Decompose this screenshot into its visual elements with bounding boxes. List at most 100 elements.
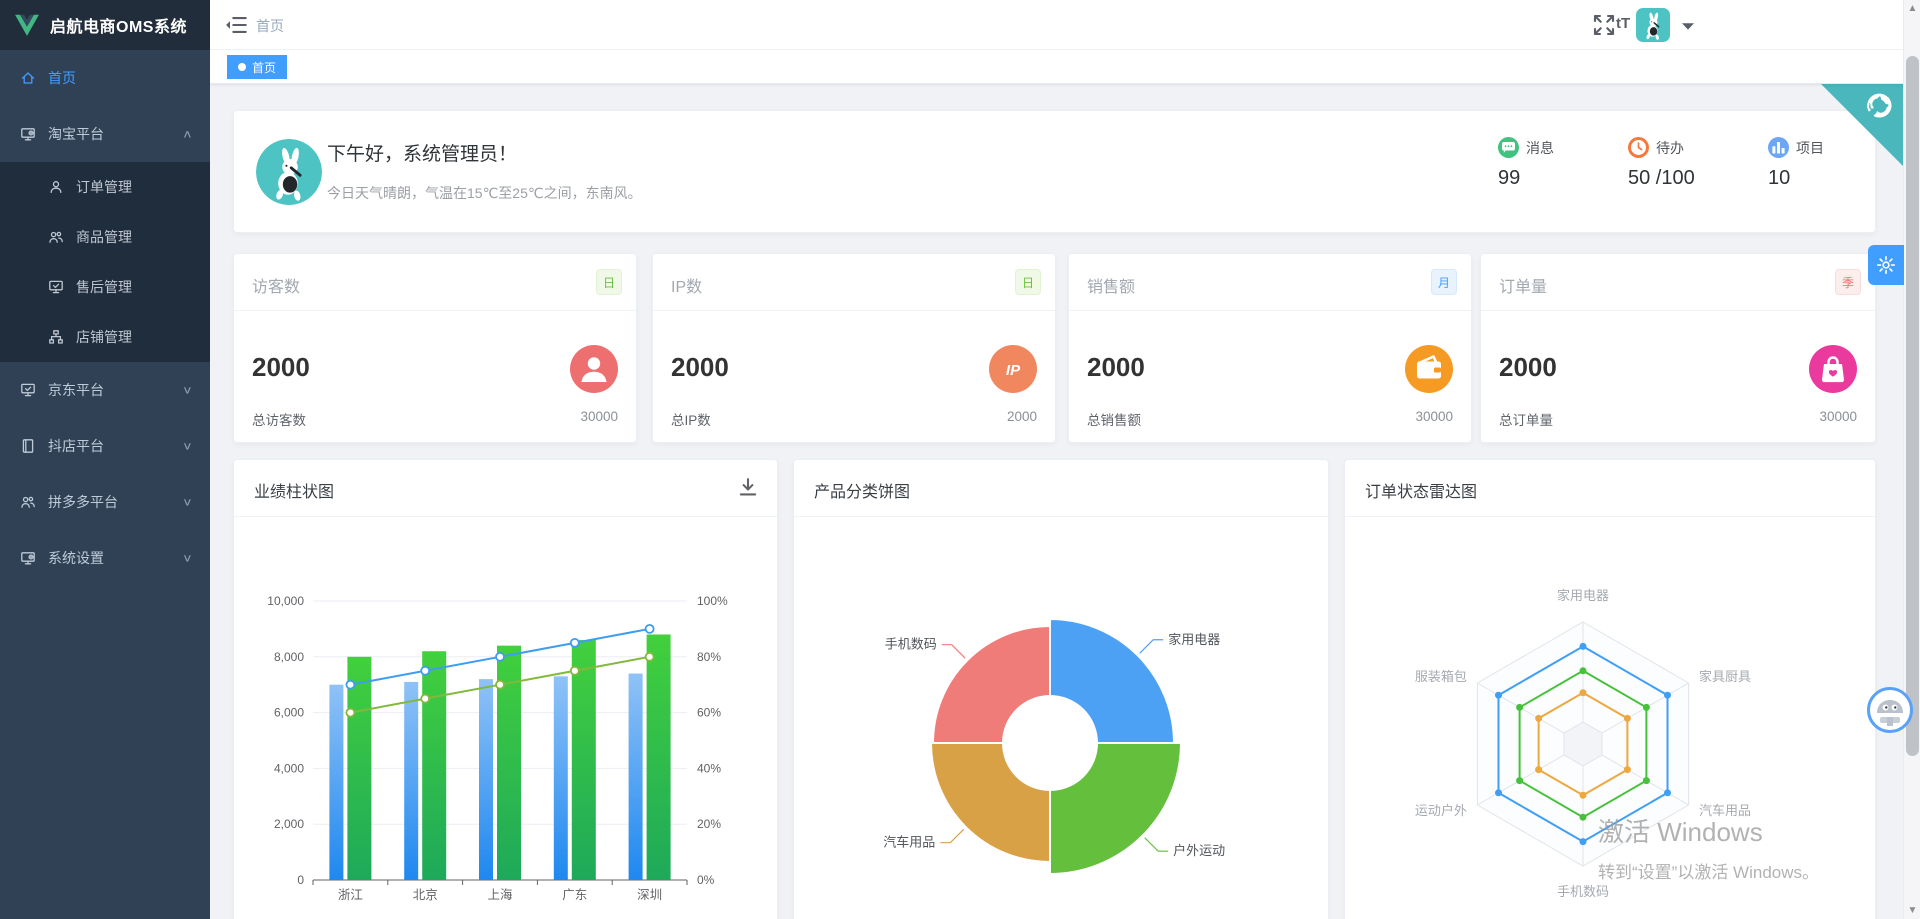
period-badge: 月 xyxy=(1431,269,1457,295)
download-icon[interactable] xyxy=(737,476,759,498)
sidebar-item-商品管理[interactable]: 商品管理 xyxy=(0,212,210,262)
radar-chart-card: 订单状态雷达图 家用电器 家具厨具 汽车用品 手机数码 运动户外 服装箱包 xyxy=(1344,459,1876,919)
stat-footer-value: 2000 xyxy=(1006,409,1037,424)
scrollbar-thumb[interactable] xyxy=(1906,56,1919,756)
breadcrumb[interactable]: 首页 xyxy=(256,18,284,34)
gear-icon xyxy=(1876,255,1896,275)
welcome-stat-label: 消息 xyxy=(1526,139,1554,156)
scrollbar-down-icon[interactable]: ▼ xyxy=(1907,905,1918,916)
svg-text:40%: 40% xyxy=(697,761,721,775)
sidebar-item-店铺管理[interactable]: 店铺管理 xyxy=(0,312,210,362)
stat-card-header: 销售额 月 xyxy=(1069,254,1471,311)
welcome-stat-label: 项目 xyxy=(1796,139,1824,156)
fullscreen-icon[interactable] xyxy=(1592,13,1616,37)
robot-helper-widget[interactable] xyxy=(1866,686,1914,734)
sidebar-item-系统设置[interactable]: 系统设置 ∨ xyxy=(0,530,210,586)
collapse-menu-icon[interactable] xyxy=(224,13,248,37)
sidebar-item-抖店平台[interactable]: 抖店平台 ∨ xyxy=(0,418,210,474)
chevron-down-icon: ∨ xyxy=(182,551,193,565)
stat-card-订单量: 订单量 季 2000 总订单量 30000 xyxy=(1480,253,1876,443)
sidebar-item-京东平台[interactable]: 京东平台 ∨ xyxy=(0,362,210,418)
period-badge: 日 xyxy=(1015,269,1041,295)
svg-text:北京: 北京 xyxy=(413,888,438,902)
stat-footer-value: 30000 xyxy=(580,409,618,424)
scrollbar-up-icon[interactable]: ▲ xyxy=(1907,3,1918,14)
chevron-down-icon: ∨ xyxy=(182,439,193,453)
sidebar-item-label: 拼多多平台 xyxy=(48,494,118,510)
svg-text:20%: 20% xyxy=(697,817,721,831)
stat-card-footer: 总IP数 2000 xyxy=(671,409,1037,429)
message-icon xyxy=(1498,137,1519,158)
svg-text:60%: 60% xyxy=(697,706,721,720)
stat-card-value: 2000 xyxy=(252,352,310,382)
sidebar-item-label: 订单管理 xyxy=(76,179,132,195)
sidebar-item-label: 商品管理 xyxy=(76,229,132,245)
monitor-gear-icon xyxy=(20,550,36,566)
sidebar-item-售后管理[interactable]: 售后管理 xyxy=(0,262,210,312)
svg-text:汽车用品: 汽车用品 xyxy=(1699,803,1751,818)
header: 首页 tT xyxy=(210,0,1920,50)
app-logo: 启航电商OMS系统 xyxy=(0,0,210,50)
sidebar: 启航电商OMS系统 首页 淘宝平台 ∧ 订单管理 商品管理 售后管理 店铺管理 京东平台 ∨ 抖店… xyxy=(0,0,210,919)
stat-card-footer: 总订单量 30000 xyxy=(1499,409,1857,429)
user-icon xyxy=(48,179,64,195)
vertical-scrollbar[interactable]: ▲ ▼ xyxy=(1903,0,1920,919)
stat-card-footer: 总访客数 30000 xyxy=(252,409,618,429)
svg-text:IP: IP xyxy=(1006,362,1021,379)
stat-card-title: 销售额 xyxy=(1087,279,1136,296)
pie-chart-header: 产品分类饼图 xyxy=(794,460,1328,517)
sidebar-item-首页[interactable]: 首页 xyxy=(0,50,210,106)
welcome-stat-待办: 待办 50 /100 xyxy=(1628,137,1748,190)
svg-text:10,000: 10,000 xyxy=(267,594,304,608)
welcome-stat-消息: 消息 99 xyxy=(1498,137,1618,190)
svg-text:户外运动: 户外运动 xyxy=(1173,843,1225,858)
sidebar-item-label: 售后管理 xyxy=(76,279,132,295)
svg-text:服装箱包: 服装箱包 xyxy=(1415,669,1467,684)
chevron-down-icon: ∨ xyxy=(182,495,193,509)
period-badge: 季 xyxy=(1835,269,1861,295)
caret-down-icon[interactable] xyxy=(1676,14,1700,38)
svg-text:运动户外: 运动户外 xyxy=(1415,803,1467,818)
svg-text:80%: 80% xyxy=(697,650,721,664)
stat-card-title: IP数 xyxy=(671,279,703,296)
todo-clock-icon xyxy=(1628,137,1649,158)
sidebar-item-订单管理[interactable]: 订单管理 xyxy=(0,162,210,212)
sidebar-item-label: 淘宝平台 xyxy=(48,126,104,142)
robot-icon xyxy=(1867,687,1913,733)
welcome-stat-label: 待办 xyxy=(1656,139,1684,156)
svg-text:家具厨具: 家具厨具 xyxy=(1699,669,1751,684)
welcome-card: 下午好，系统管理员！ 今日天气晴朗，气温在15℃至25℃之间，东南风。 消息 99… xyxy=(233,110,1876,233)
tag-home[interactable]: 首页 xyxy=(227,55,288,79)
stat-card-title: 访客数 xyxy=(252,279,301,296)
welcome-stat-项目: 项目 10 xyxy=(1768,137,1888,190)
sidebar-item-拼多多平台[interactable]: 拼多多平台 ∨ xyxy=(0,474,210,530)
bar-chart: 0 0% 2,000 20% 4,000 40% 6,000 60% 8,000 80% 10,00… xyxy=(234,517,777,919)
svg-text:手机数码: 手机数码 xyxy=(885,637,937,652)
theme-settings-button[interactable] xyxy=(1868,245,1904,285)
sidebar-item-label: 抖店平台 xyxy=(48,438,104,454)
svg-text:家用电器: 家用电器 xyxy=(1168,632,1220,647)
stat-footer-label: 总销售额 xyxy=(1087,413,1141,428)
svg-text:广东: 广东 xyxy=(562,888,587,902)
sidebar-item-淘宝平台[interactable]: 淘宝平台 ∧ xyxy=(0,106,210,162)
stat-card-销售额: 销售额 月 2000 总销售额 30000 xyxy=(1068,253,1472,443)
tags-bar: 首页 xyxy=(210,50,1920,84)
svg-text:浙江: 浙江 xyxy=(338,887,363,902)
svg-text:上海: 上海 xyxy=(487,887,513,902)
stat-footer-value: 30000 xyxy=(1415,409,1453,424)
stat-card-header: 订单量 季 xyxy=(1481,254,1875,311)
rabbit-avatar-icon xyxy=(256,139,322,205)
stat-card-footer: 总销售额 30000 xyxy=(1087,409,1453,429)
sidebar-item-label: 店铺管理 xyxy=(76,329,132,345)
shopping-bag-icon xyxy=(1809,345,1857,393)
stat-card-value: 2000 xyxy=(671,352,729,382)
users-icon xyxy=(20,494,36,510)
font-size-icon[interactable]: tT xyxy=(1616,15,1631,32)
welcome-stat-value: 99 xyxy=(1498,167,1521,189)
pie-chart: 家用电器 户外运动 汽车用品 手机数码 xyxy=(794,517,1328,919)
stat-footer-label: 总访客数 xyxy=(252,413,306,428)
svg-text:深圳: 深圳 xyxy=(637,888,662,902)
avatar[interactable] xyxy=(1636,8,1670,42)
sidebar-menu: 首页 淘宝平台 ∧ 订单管理 商品管理 售后管理 店铺管理 京东平台 ∨ 抖店平台 ∨ 拼多多平台 ∨ 系… xyxy=(0,50,210,919)
tag-label: 首页 xyxy=(252,60,277,75)
